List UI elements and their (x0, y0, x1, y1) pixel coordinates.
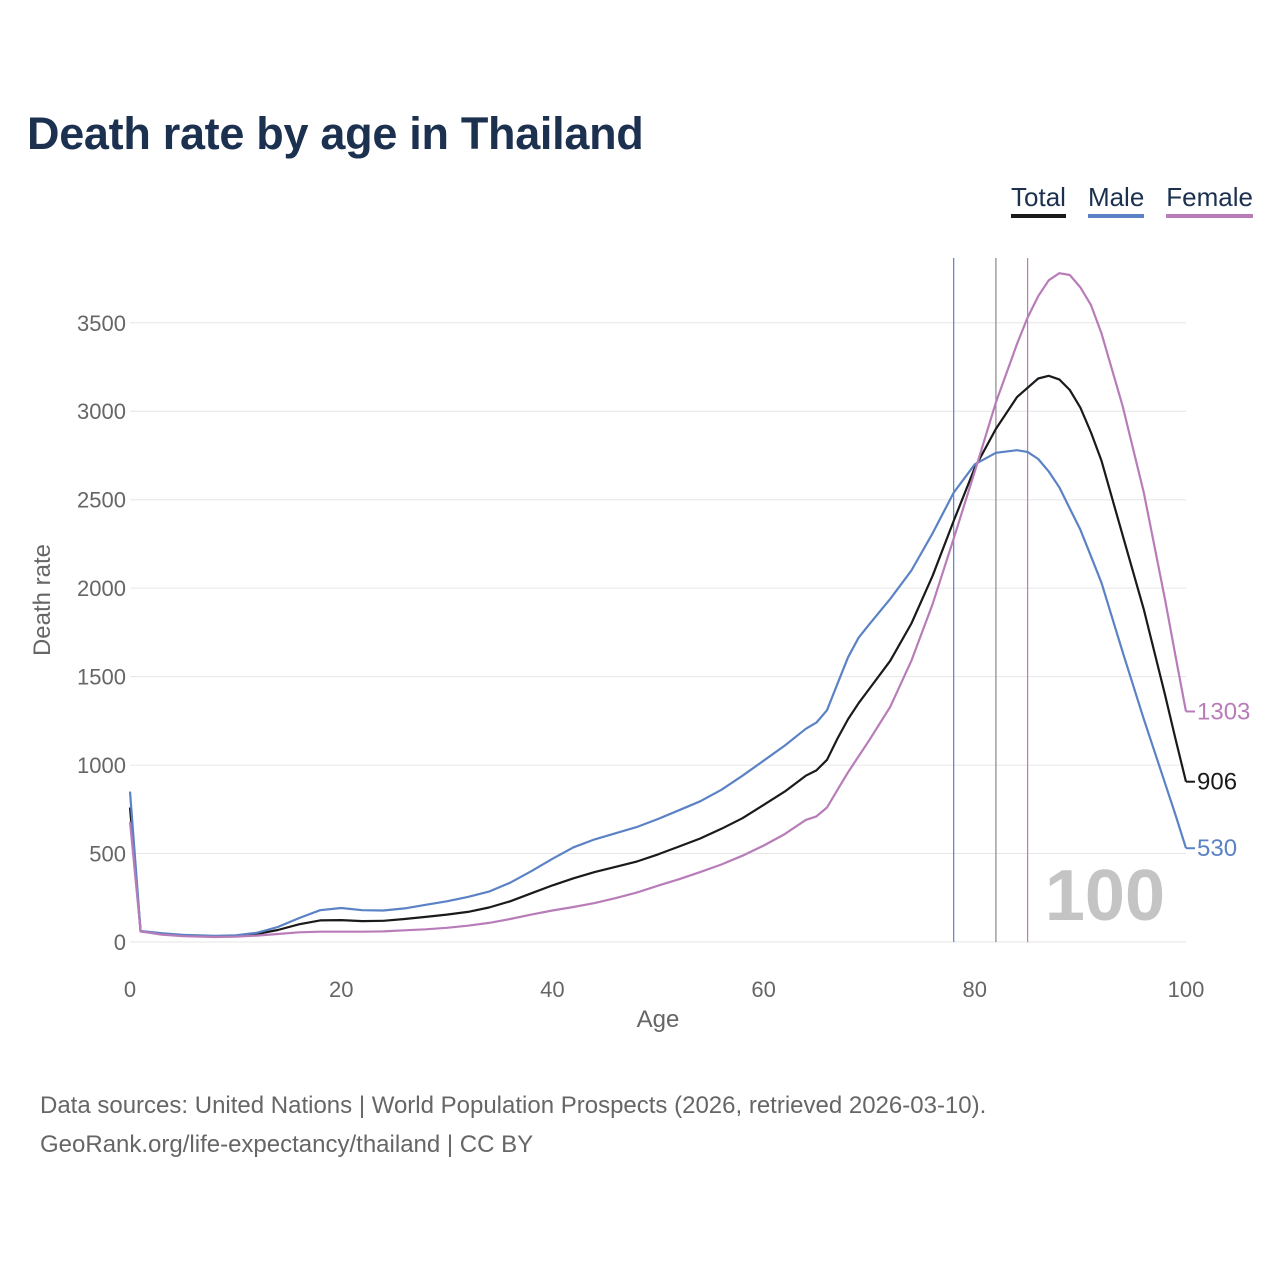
legend-item-female[interactable]: Female (1166, 182, 1253, 218)
y-tick-label-2000: 2000 (77, 576, 126, 601)
x-tick-label-80: 80 (963, 977, 987, 1002)
y-tick-label-1000: 1000 (77, 753, 126, 778)
data-sources: Data sources: United Nations | World Pop… (40, 1092, 987, 1119)
series-line-female (128, 272, 1188, 939)
reference-lines (953, 258, 1029, 942)
end-label-male: 530 (1197, 835, 1237, 862)
footer: Data sources: United Nations | World Pop… (40, 1086, 986, 1164)
series-line-male (128, 449, 1188, 937)
x-axis-label: Age (637, 1006, 680, 1033)
legend: Total Male Female (1011, 182, 1253, 218)
x-tick-label-60: 60 (751, 977, 775, 1002)
grid-lines (130, 322, 1186, 943)
y-tick-label-1500: 1500 (77, 665, 126, 690)
axes: 0 500 1000 1500 2000 2500 3000 3500 0 20 40 60 80 100 (77, 311, 1204, 1002)
x-tick-label-0: 0 (124, 977, 136, 1002)
legend-item-total[interactable]: Total (1011, 182, 1066, 218)
x-tick-label-40: 40 (540, 977, 564, 1002)
end-label-total: 906 (1197, 769, 1237, 796)
end-label-female: 1303 (1197, 698, 1250, 725)
chart-title: Death rate by age in Thailand (27, 108, 644, 159)
watermark: 100 (1045, 856, 1165, 936)
series-lines: 906 530 1303 (128, 272, 1250, 939)
y-tick-label-0: 0 (114, 930, 126, 955)
y-axis-label: Death rate (29, 544, 56, 656)
x-tick-label-20: 20 (329, 977, 353, 1002)
x-tick-label-100: 100 (1168, 977, 1205, 1002)
y-tick-label-3500: 3500 (77, 311, 126, 336)
series-line-total (128, 374, 1188, 938)
legend-item-male[interactable]: Male (1087, 182, 1145, 218)
y-tick-label-2500: 2500 (77, 488, 126, 513)
source-link: GeoRank.org/life-expectancy/thailand | C… (40, 1131, 534, 1158)
y-tick-label-500: 500 (89, 842, 126, 867)
y-tick-label-3000: 3000 (77, 399, 126, 424)
